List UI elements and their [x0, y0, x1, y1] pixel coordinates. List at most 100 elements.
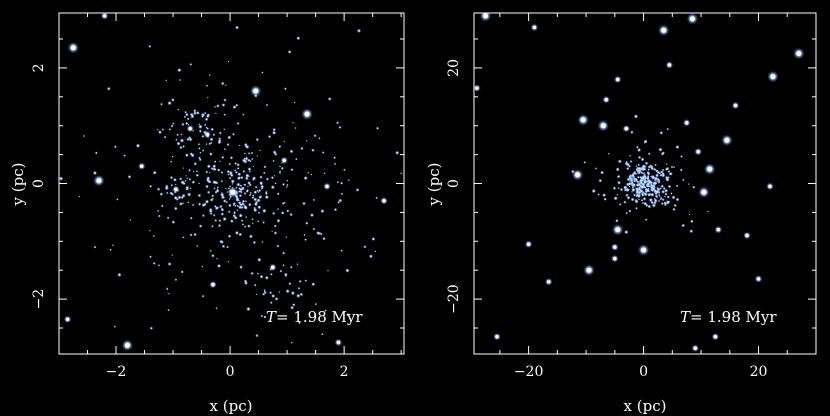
- left-star-point: [263, 165, 267, 169]
- left-star-point: [446, 238, 448, 240]
- right-star-point: [647, 152, 651, 156]
- left-star-point: [213, 187, 216, 190]
- right-star-point: [639, 178, 643, 182]
- right-star-point: [666, 195, 670, 199]
- right-bright-star: [615, 227, 621, 233]
- right-star-point: [687, 183, 690, 186]
- right-star-point: [659, 131, 664, 135]
- left-star-point: [248, 175, 250, 178]
- left-star-point: [258, 188, 262, 193]
- left-star-point: [150, 367, 152, 369]
- left-star-point: [213, 105, 217, 109]
- left-star-point: [290, 341, 293, 344]
- left-star-point: [283, 140, 286, 143]
- left-star-point: [161, 128, 165, 131]
- right-time-annotation: T= 1.98 Myr: [680, 308, 777, 326]
- right-star-point: [692, 185, 696, 189]
- left-star-point: [111, 244, 114, 247]
- left-star-point: [210, 166, 214, 171]
- left-star-point: [227, 135, 232, 140]
- left-star-point: [217, 168, 221, 172]
- left-star-point: [227, 234, 232, 239]
- left-star-point: [214, 206, 219, 211]
- left-x-tick-label: −2: [106, 364, 127, 380]
- left-star-point: [258, 195, 262, 199]
- left-star-point: [305, 139, 308, 142]
- left-star-point: [285, 236, 288, 239]
- left-star-point: [287, 49, 292, 54]
- right-bright-star: [495, 335, 499, 339]
- right-star-point: [598, 178, 603, 183]
- left-star-point: [244, 176, 249, 181]
- left-star-point: [252, 165, 255, 168]
- left-star-point: [201, 134, 205, 138]
- left-star-point: [312, 227, 316, 231]
- left-star-point: [248, 183, 252, 187]
- left-star-point: [234, 161, 238, 166]
- left-star-point: [156, 128, 159, 131]
- left-star-point: [209, 249, 212, 252]
- left-star-point: [296, 263, 299, 266]
- left-bright-star: [124, 342, 130, 348]
- left-star-point: [193, 232, 197, 237]
- left-star-point: [320, 232, 323, 236]
- right-star-point: [626, 195, 631, 200]
- left-star-point: [280, 211, 285, 215]
- left-star-point: [283, 87, 287, 91]
- right-star-point: [650, 166, 655, 171]
- left-star-point: [238, 144, 241, 147]
- left-star-point: [171, 155, 174, 158]
- left-star-point: [223, 128, 226, 131]
- right-bright-star: [604, 98, 608, 102]
- left-y-axis-label: y (pc): [9, 163, 27, 207]
- right-bright-star: [613, 256, 617, 261]
- right-bright-star: [693, 346, 697, 350]
- left-star-point: [251, 222, 254, 225]
- right-star-point: [681, 223, 686, 228]
- right-bright-star: [696, 150, 700, 154]
- left-star-point: [188, 177, 192, 181]
- right-star-point: [660, 184, 665, 189]
- right-star-point: [635, 189, 639, 193]
- left-star-point: [197, 182, 201, 185]
- left-star-point: [188, 137, 193, 142]
- left-star-point: [241, 223, 245, 226]
- left-star-point: [253, 206, 257, 210]
- left-star-point: [191, 180, 196, 185]
- left-star-point: [250, 271, 254, 276]
- left-star-point: [200, 115, 204, 118]
- left-star-point: [229, 173, 234, 178]
- right-star-point: [653, 201, 657, 205]
- left-plot-frame: [58, 12, 405, 355]
- left-star-point: [199, 130, 202, 133]
- left-star-point: [286, 179, 289, 182]
- left-star-point: [212, 164, 216, 169]
- left-star-point: [255, 333, 259, 338]
- left-star-point: [233, 211, 236, 215]
- left-star-point: [156, 209, 160, 213]
- left-star-point: [324, 309, 327, 312]
- left-star-point: [193, 161, 198, 166]
- left-star-point: [174, 278, 178, 282]
- right-y-axis-label: y (pc): [425, 163, 443, 207]
- left-star-point: [375, 196, 378, 200]
- right-bright-star: [526, 242, 531, 246]
- right-bright-star: [689, 16, 695, 22]
- left-star-point: [152, 234, 155, 238]
- left-star-point: [297, 321, 301, 325]
- left-star-point: [230, 179, 235, 184]
- left-star-point: [228, 176, 232, 180]
- right-star-point: [642, 196, 647, 201]
- left-bright-star: [336, 340, 341, 345]
- left-star-point: [314, 302, 318, 306]
- right-star-point: [619, 187, 624, 192]
- left-star-point: [193, 111, 197, 116]
- right-bright-star: [624, 126, 628, 131]
- left-star-point: [236, 208, 239, 212]
- right-star-point: [626, 166, 630, 171]
- left-star-point: [288, 282, 292, 286]
- right-bright-star: [586, 267, 592, 273]
- left-star-point: [206, 164, 211, 169]
- left-x-axis-label: x (pc): [210, 397, 253, 415]
- left-star-point: [243, 192, 247, 195]
